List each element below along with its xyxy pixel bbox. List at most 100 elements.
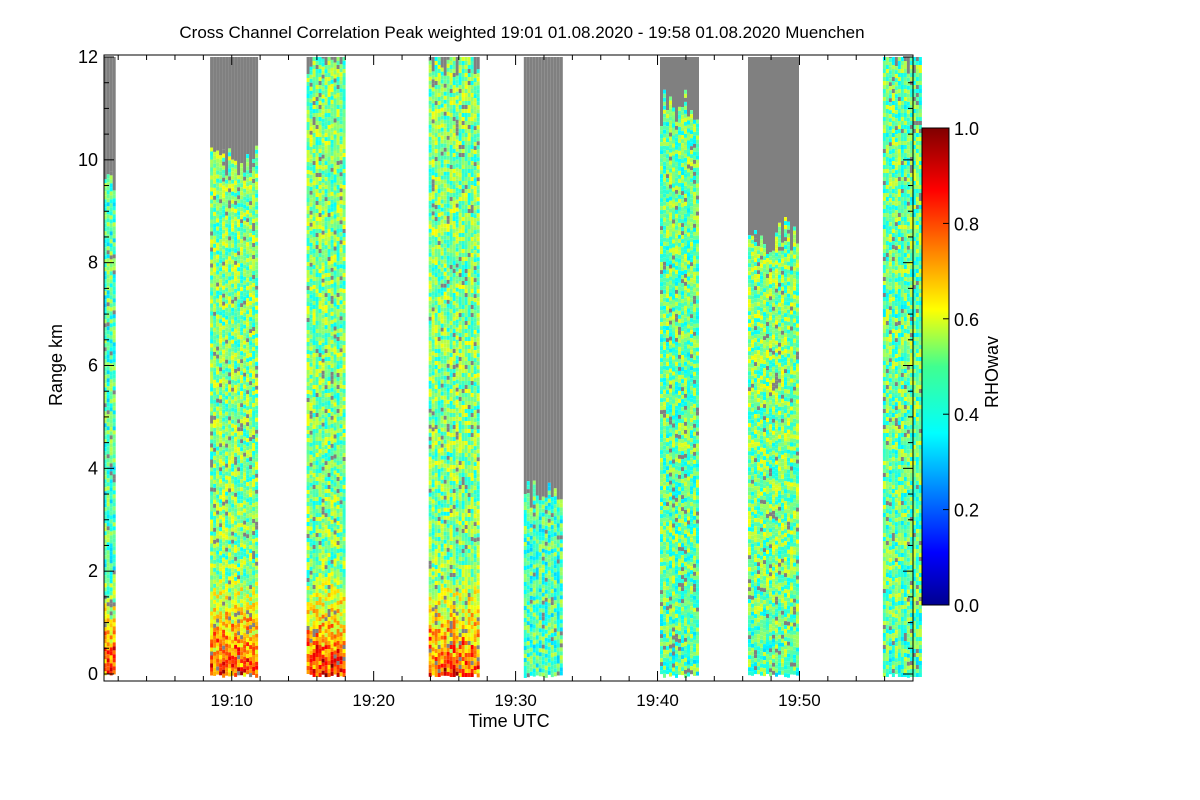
heatmap-cell (309, 266, 313, 271)
missing-data-cell (318, 173, 322, 177)
missing-data-cell (225, 511, 229, 516)
heatmap-cell (318, 85, 322, 89)
heatmap-cell (252, 427, 256, 431)
heatmap-cell (318, 285, 322, 289)
heatmap-cell (330, 411, 334, 416)
heatmap-cell (246, 574, 250, 579)
heatmap-cell (434, 209, 438, 213)
heatmap-cell (327, 445, 331, 449)
heatmap-cell (431, 499, 435, 504)
heatmap-cell (309, 246, 313, 251)
heatmap-cell (255, 185, 259, 190)
heatmap-cell (246, 222, 250, 227)
heatmap-cell (231, 291, 235, 296)
heatmap-cell (216, 290, 220, 295)
heatmap-cell (309, 490, 313, 495)
missing-data-cell (237, 671, 241, 676)
heatmap-cell (431, 271, 435, 276)
heatmap-cell (318, 641, 322, 645)
heatmap-cell (312, 109, 316, 113)
heatmap-cell (225, 639, 229, 644)
heatmap-cell (339, 528, 343, 533)
heatmap-cell (243, 476, 247, 481)
heatmap-cell (213, 275, 217, 280)
heatmap-cell (216, 654, 220, 659)
heatmap-cell (249, 173, 253, 178)
heatmap-cell (103, 647, 107, 652)
heatmap-cell (249, 485, 253, 490)
heatmap-cell (306, 654, 310, 658)
heatmap-cell (222, 181, 226, 186)
heatmap-cell (240, 367, 244, 372)
heatmap-cell (318, 149, 322, 153)
missing-data-cell (315, 245, 319, 249)
heatmap-cell (324, 673, 328, 678)
heatmap-cell (243, 180, 247, 185)
heatmap-cell (112, 302, 116, 307)
heatmap-cell (315, 661, 319, 665)
heatmap-cell (318, 133, 322, 137)
heatmap-cell (330, 187, 334, 192)
heatmap-cell (318, 513, 322, 517)
missing-data-cell (228, 380, 232, 385)
heatmap-cell (219, 611, 223, 616)
heatmap-cell (210, 203, 214, 208)
heatmap-cell (246, 290, 250, 295)
heatmap-cell (103, 439, 107, 444)
heatmap-cell (112, 638, 116, 643)
missing-data-cell (252, 623, 256, 627)
heatmap-cell (225, 175, 229, 180)
heatmap-cell (252, 431, 256, 435)
heatmap-cell (434, 185, 438, 189)
heatmap-cell (333, 262, 337, 267)
heatmap-cell (306, 362, 310, 366)
heatmap-cell (106, 634, 110, 639)
heatmap-cell (252, 247, 256, 251)
heatmap-cell (246, 490, 250, 495)
heatmap-cell (312, 253, 316, 257)
heatmap-cell (219, 507, 223, 512)
heatmap-cell (103, 463, 107, 468)
heatmap-cell (252, 515, 256, 519)
heatmap-cell (216, 246, 220, 251)
heatmap-cell (327, 193, 331, 197)
heatmap-cell (234, 580, 238, 585)
heatmap-cell (434, 369, 438, 373)
heatmap-cell (306, 610, 310, 614)
heatmap-cell (339, 156, 343, 161)
heatmap-cell (243, 420, 247, 425)
missing-data-cell (234, 456, 238, 461)
heatmap-cell (234, 228, 238, 233)
heatmap-cell (315, 441, 319, 445)
heatmap-cell (252, 547, 256, 551)
missing-data-cell (219, 467, 223, 472)
heatmap-cell (109, 187, 113, 192)
heatmap-cell (309, 502, 313, 507)
heatmap-cell (324, 457, 328, 462)
heatmap-cell (240, 347, 244, 352)
heatmap-cell (336, 433, 340, 437)
heatmap-cell (336, 253, 340, 257)
heatmap-cell (339, 640, 343, 645)
missing-data-cell (333, 518, 337, 523)
heatmap-cell (109, 475, 113, 480)
heatmap-cell (237, 235, 241, 240)
heatmap-cell (240, 339, 244, 344)
heatmap-cell (216, 450, 220, 455)
heatmap-cell (330, 651, 334, 656)
heatmap-cell (255, 329, 259, 334)
heatmap-cell (240, 167, 244, 172)
heatmap-cell (336, 157, 340, 161)
missing-data-cell (309, 638, 313, 643)
heatmap-cell (112, 506, 116, 511)
heatmap-cell (225, 191, 229, 196)
heatmap-cell (252, 667, 256, 671)
heatmap-cell (330, 539, 334, 544)
heatmap-cell (249, 373, 253, 378)
heatmap-cell (342, 541, 346, 545)
heatmap-cell (428, 228, 432, 233)
heatmap-cell (219, 243, 223, 248)
heatmap-cell (225, 235, 229, 240)
heatmap-cell (434, 161, 438, 165)
heatmap-cell (219, 211, 223, 216)
